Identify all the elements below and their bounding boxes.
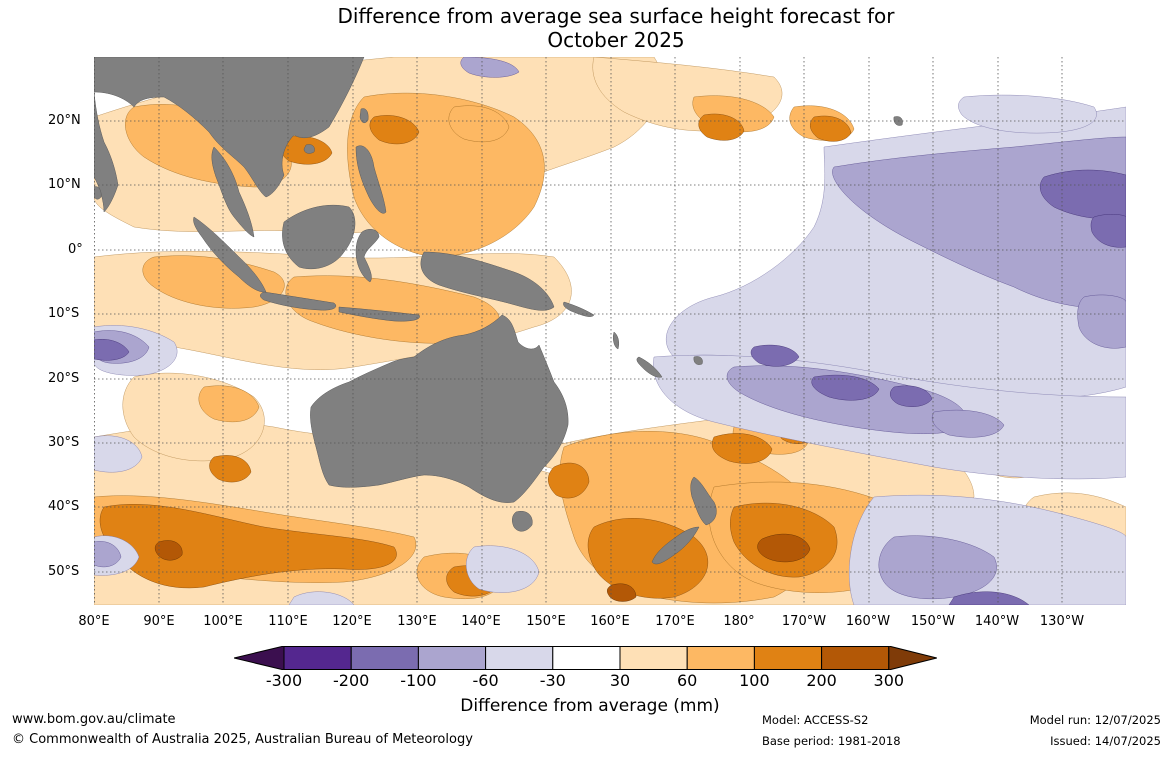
lon-label-110e: 110°E: [268, 614, 308, 629]
new-zealand-south: [651, 526, 700, 565]
colorbar-tick-label: 200: [806, 671, 837, 690]
sumatra: [193, 216, 267, 293]
lat-label-10s: 10°S: [48, 306, 80, 321]
colorbar-box: [283, 646, 352, 670]
lon-label-160e: 160°E: [590, 614, 630, 629]
solomon-islands: [563, 301, 595, 317]
new-zealand-north: [690, 476, 717, 526]
lon-label-80e: 80°E: [78, 614, 110, 629]
lon-label-130w: 130°W: [1039, 614, 1085, 629]
tasmania: [512, 511, 533, 532]
colorbar-box: [619, 646, 688, 670]
lon-label-120e: 120°E: [332, 614, 372, 629]
footer-url: www.bom.gov.au/climate: [12, 712, 176, 727]
new-guinea: [420, 251, 555, 311]
australia: [310, 314, 569, 503]
lat-label-40s: 40°S: [48, 499, 80, 514]
map-canvas: [94, 57, 1126, 605]
land-masses: [94, 57, 903, 565]
lon-label-140w: 140°W: [974, 614, 1020, 629]
colorbar-tick-label: -200: [333, 671, 370, 690]
lon-label-180: 180°: [723, 614, 755, 629]
lon-label-160w: 160°W: [845, 614, 891, 629]
footer-model: Model: ACCESS-S2: [762, 713, 869, 727]
footer-model-run: Model run: 12/07/2025: [1029, 713, 1161, 727]
anomaly-neg100-neg200-regions: [94, 169, 1126, 605]
footer-copyright: © Commonwealth of Australia 2025, Austra…: [12, 732, 473, 747]
colorbar-box: [753, 646, 823, 670]
lon-label-150e: 150°E: [526, 614, 566, 629]
lon-label-140e: 140°E: [461, 614, 501, 629]
lon-label-170w: 170°W: [781, 614, 827, 629]
sri-lanka: [94, 186, 102, 200]
graticule: [94, 57, 1126, 605]
colorbar-box: [686, 646, 755, 670]
sulawesi: [355, 229, 380, 283]
lat-label-20s: 20°S: [48, 371, 80, 386]
colorbar-tick-label: 60: [677, 671, 698, 690]
lon-label-90e: 90°E: [143, 614, 175, 629]
colorbar-box: [350, 646, 419, 670]
taiwan: [359, 108, 369, 124]
lat-label-30s: 30°S: [48, 435, 80, 450]
colorbar: [233, 645, 940, 671]
colorbar-arrow-low: [233, 645, 285, 671]
colorbar-tick-label: -60: [472, 671, 499, 690]
map-title: Difference from average sea surface heig…: [0, 4, 1173, 52]
colorbar-tick-label: 30: [609, 671, 631, 690]
footer-base-period: Base period: 1981-2018: [762, 734, 901, 748]
lon-label-130e: 130°E: [397, 614, 437, 629]
lat-label-10n: 10°N: [48, 177, 81, 192]
title-line-1: Difference from average sea surface heig…: [337, 4, 895, 28]
lon-label-150w: 150°W: [910, 614, 956, 629]
lon-label-100e: 100°E: [203, 614, 243, 629]
footer-issued: Issued: 14/07/2025: [1050, 734, 1161, 748]
sea-surface-height-map: [94, 57, 1126, 605]
fiji: [693, 356, 703, 365]
malay-peninsula: [211, 146, 255, 238]
colorbar-label: Difference from average (mm): [460, 696, 720, 716]
title-line-2: October 2025: [547, 28, 685, 52]
lon-label-170e: 170°E: [655, 614, 695, 629]
philippines: [355, 145, 387, 214]
colorbar-box: [417, 646, 487, 670]
borneo: [282, 204, 356, 270]
asia-mainland: [94, 57, 365, 198]
india-east-coast: [94, 91, 119, 213]
colorbar-box: [552, 646, 621, 670]
colorbar-box: [485, 646, 554, 670]
colorbar-tick-label: -30: [539, 671, 566, 690]
colorbar-tick-label: 100: [739, 671, 770, 690]
hainan: [303, 144, 315, 154]
anomaly-200-300-regions: [154, 533, 811, 602]
new-caledonia: [636, 356, 663, 378]
lat-label-20n: 20°N: [48, 113, 81, 128]
colorbar-box: [821, 646, 890, 670]
colorbar-tick-label: -100: [400, 671, 437, 690]
colorbar-tick-label: -300: [265, 671, 303, 690]
lat-label-0: 0°: [68, 242, 83, 257]
colorbar-arrow-high: [888, 645, 937, 671]
vanuatu: [612, 331, 620, 350]
colorbar-svg: [233, 645, 937, 671]
java: [260, 291, 337, 311]
colorbar-tick-label: 300: [873, 671, 905, 690]
lat-label-50s: 50°S: [48, 564, 80, 579]
